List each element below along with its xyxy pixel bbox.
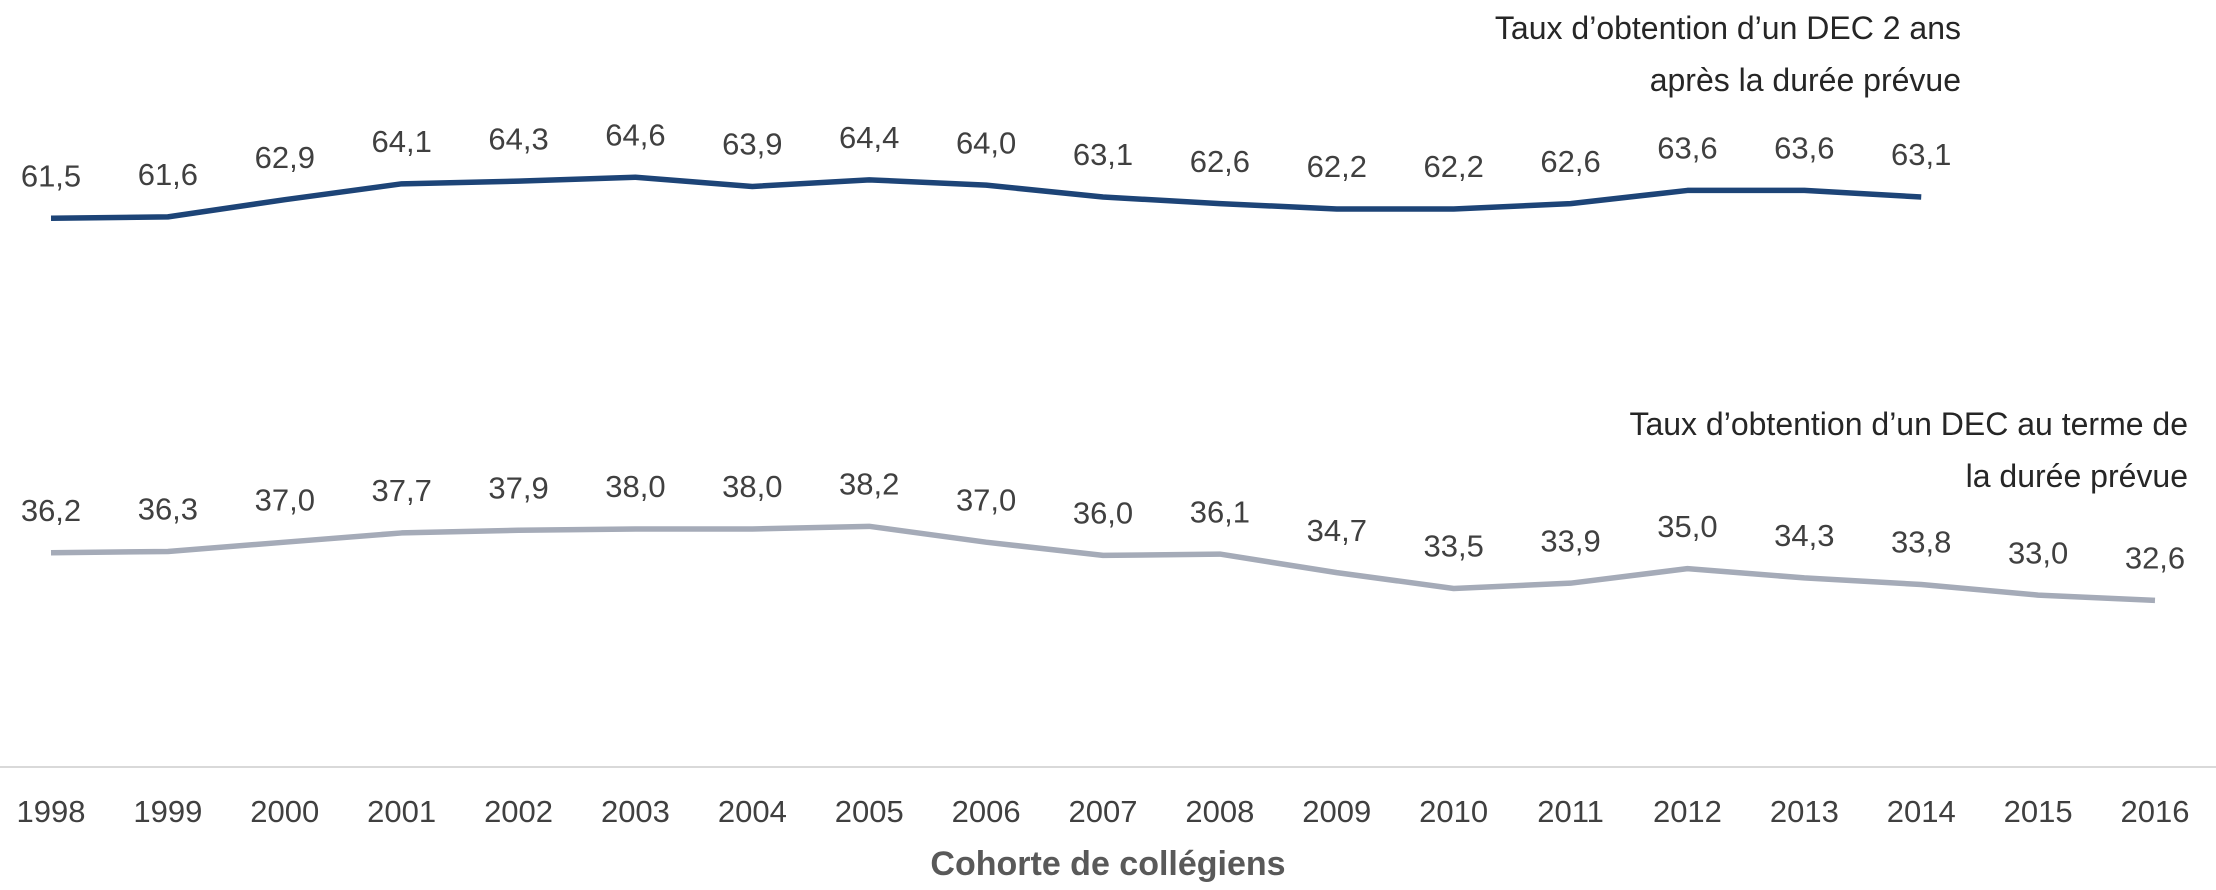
x-tick-label: 2009 [1302, 794, 1371, 829]
data-label: 33,8 [1891, 525, 1951, 560]
x-tick-label: 2008 [1185, 794, 1254, 829]
series-line [50, 523, 2156, 604]
series-line [50, 174, 1922, 221]
data-label: 64,6 [605, 117, 665, 152]
x-tick-label: 2001 [367, 794, 436, 829]
data-label: 36,2 [21, 493, 81, 528]
x-tick-label: 2007 [1069, 794, 1138, 829]
data-label: 63,6 [1774, 131, 1834, 166]
data-label: 37,7 [371, 473, 431, 508]
x-tick-label: 2005 [835, 794, 904, 829]
data-label: 37,0 [956, 482, 1016, 517]
data-label: 34,3 [1774, 518, 1834, 553]
data-label: 33,5 [1423, 529, 1483, 564]
data-label: 36,0 [1073, 496, 1133, 531]
x-tick-label: 2011 [1537, 794, 1604, 829]
x-tick-label: 2010 [1419, 794, 1488, 829]
x-tick-label: 2006 [952, 794, 1021, 829]
data-label: 64,3 [488, 121, 548, 156]
x-tick-label: 1999 [133, 794, 202, 829]
data-label: 36,3 [138, 492, 198, 527]
data-label: 63,9 [722, 127, 782, 162]
data-label: 38,0 [605, 469, 665, 504]
x-tick-label: 2002 [484, 794, 553, 829]
x-tick-label: 1998 [17, 794, 86, 829]
data-label: 34,7 [1307, 513, 1367, 548]
data-label: 38,2 [839, 467, 899, 502]
data-label: 36,1 [1190, 494, 1250, 529]
data-label: 38,0 [722, 469, 782, 504]
data-label: 33,9 [1540, 523, 1600, 558]
x-tick-label: 2014 [1887, 794, 1956, 829]
data-label: 32,6 [2125, 541, 2185, 576]
series-label: Taux d’obtention d’un DEC 2 ans après la… [1494, 10, 1961, 98]
data-label: 62,6 [1540, 144, 1600, 179]
data-label: 63,6 [1657, 131, 1717, 166]
x-tick-label: 2013 [1770, 794, 1839, 829]
data-label: 62,6 [1190, 144, 1250, 179]
data-label: 61,5 [21, 158, 81, 193]
data-label: 61,6 [138, 157, 198, 192]
x-tick-label: 2000 [250, 794, 319, 829]
data-label: 62,2 [1423, 149, 1483, 184]
data-label: 64,4 [839, 120, 899, 155]
x-tick-label: 2003 [601, 794, 670, 829]
data-label: 37,9 [488, 470, 548, 505]
x-tick-label: 2004 [718, 794, 787, 829]
data-label: 64,0 [956, 125, 1016, 160]
data-label: 63,1 [1891, 137, 1951, 172]
series-label: Taux d’obtention d’un DEC au terme de la… [1629, 406, 2188, 494]
data-label: 63,1 [1073, 137, 1133, 172]
x-tick-label: 2012 [1653, 794, 1722, 829]
data-label: 35,0 [1657, 509, 1717, 544]
data-label: 33,0 [2008, 535, 2068, 570]
x-axis-label: Cohorte de collégiens [930, 845, 1285, 883]
data-label: 37,0 [255, 482, 315, 517]
x-tick-label: 2015 [2004, 794, 2073, 829]
data-label: 62,2 [1307, 149, 1367, 184]
x-tick-label: 2016 [2121, 794, 2190, 829]
data-label: 64,1 [371, 124, 431, 159]
data-label: 62,9 [255, 140, 315, 175]
